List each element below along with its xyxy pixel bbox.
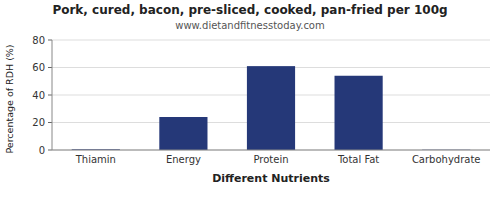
subtitle: www.dietandfitnesstoday.com: [175, 20, 324, 31]
y-tick: [48, 150, 52, 151]
grid-line: [52, 150, 490, 151]
y-tick: [48, 40, 52, 41]
y-tick-label: 80: [32, 35, 45, 46]
y-ticks: 0 20 40 60 80: [32, 35, 52, 156]
bar: [159, 117, 207, 150]
y-axis-label: Percentage of RDH (%): [4, 44, 15, 153]
bars: [72, 66, 471, 150]
x-axis-line: [52, 150, 490, 151]
y-grid: [52, 40, 490, 150]
y-tick-label: 40: [32, 90, 45, 101]
x-axis-label: Different Nutrients: [212, 172, 330, 185]
x-tick-label: Total Fat: [337, 154, 379, 165]
x-tick-label: Thiamin: [75, 154, 116, 165]
y-tick: [48, 122, 52, 123]
y-tick: [48, 67, 52, 68]
x-tick-label: Energy: [166, 154, 201, 165]
x-tick-label: Protein: [253, 154, 288, 165]
chart-container: Pork, cured, bacon, pre-sliced, cooked, …: [0, 0, 500, 200]
chart-svg: Pork, cured, bacon, pre-sliced, cooked, …: [0, 0, 500, 200]
bar: [335, 76, 383, 150]
y-tick-label: 20: [32, 117, 45, 128]
grid-line: [52, 40, 490, 41]
y-tick-label: 0: [39, 145, 45, 156]
x-tick-label: Carbohydrate: [412, 154, 481, 165]
title: Pork, cured, bacon, pre-sliced, cooked, …: [52, 3, 447, 17]
y-tick-label: 60: [32, 62, 45, 73]
x-ticks: Thiamin Energy Protein Total Fat Carbohydrat…: [75, 154, 481, 165]
y-axis-line: [52, 40, 53, 150]
bar: [247, 66, 295, 150]
y-tick: [48, 95, 52, 96]
